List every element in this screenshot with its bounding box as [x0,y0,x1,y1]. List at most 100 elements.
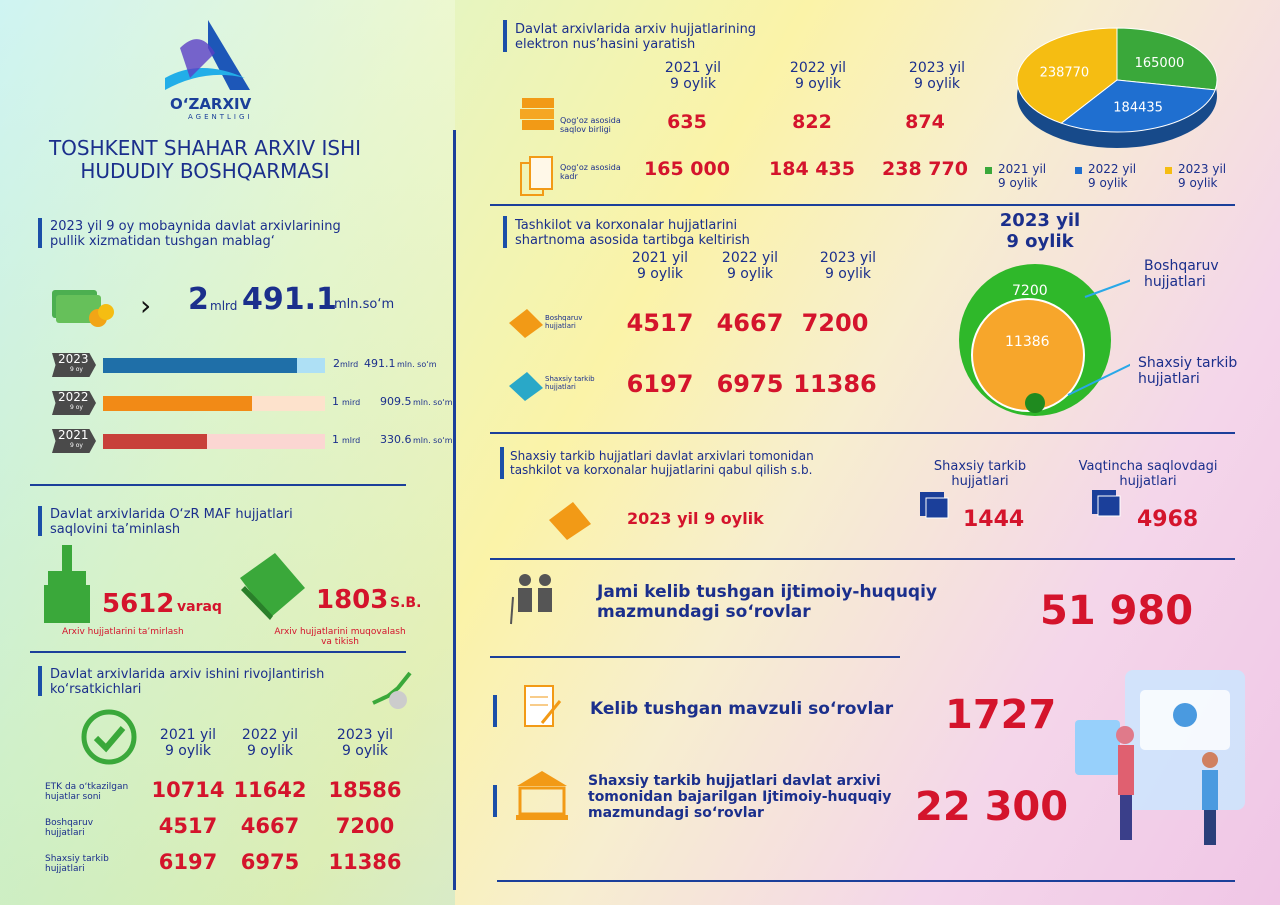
year-badge [52,429,96,453]
amount-mlrd: 1 [332,395,339,408]
shape [44,585,90,623]
shape [539,574,551,586]
column-header: 2022 yil 9 oylik [721,250,779,283]
inner-value: 11386 [1005,334,1050,350]
shape [1097,495,1121,517]
cell-value: 4667 [716,309,784,337]
shape [1118,745,1134,795]
cell-value: 11642 [233,778,307,802]
row-label: Shaxsiy tarkib hujjatlari [545,375,595,392]
request-label: Kelib tushgan mavzuli so‘rovlar [590,699,894,719]
column-header: 2021 yil 9 oylik [664,60,722,93]
shape [509,372,543,401]
shape [98,304,114,320]
row-label: Qog‘oz asosida kadr [560,163,621,182]
inner-label: Shaxsiy tarkib hujjatlari [1138,355,1238,388]
column-header: 2023 yil 9 oylik [819,250,877,283]
check-icon [81,709,137,765]
column-header: 2022 yil 9 oylik [241,727,299,760]
request-value: 1727 [945,692,1057,738]
shape [1120,795,1132,840]
shape [540,700,562,724]
shape [1067,363,1130,396]
amount-mln: 909.5 [380,395,412,408]
cell-value: 635 [667,111,707,133]
shape [516,815,568,820]
row-label: ETK da o‘tkazilgan hujatlar soni [45,782,129,803]
repair-label: Arxiv hujjatlarini ta’mirlash [62,627,184,637]
section-title: Davlat arxivlarida arxiv hujjatlarining … [515,22,757,52]
section-title: Davlat arxivlarida arxiv ishini rivojlan… [50,667,325,697]
binding-value: 1803 [316,585,389,615]
item-value: 4968 [1137,507,1199,532]
logo-text: O‘ZARXIV [170,95,252,113]
row-label: Shaxsiy tarkib hujjatlari [45,854,109,875]
growth-icon [372,671,412,709]
elderly-icon [510,574,552,625]
shape [240,553,305,618]
shape [538,588,552,612]
amount-unit: mln. so‘m [397,360,437,369]
shape [165,68,245,90]
book-stack-icon [520,98,554,130]
acceptance-period: 2023 yil 9 oylik [627,509,764,528]
legend-label: 2021 yil 9 oylik [998,162,1047,190]
section-marker [38,666,42,696]
section-marker [503,20,507,52]
cell-value: 6197 [626,370,694,398]
row-label: Boshqaruv hujjatlari [45,818,94,839]
amount-mln: 330.6 [380,433,412,446]
cell-value: 7200 [801,309,869,337]
shape [62,545,72,573]
shape [529,156,553,190]
total-mlrd: 2 [188,282,209,317]
cell-value: 184 435 [769,158,855,180]
total-mln: 491.1 [242,282,337,317]
brush-icon [44,545,90,623]
separator [497,880,1235,882]
divider [453,130,456,890]
amount-mlrd-unit: mlrd [340,360,359,369]
column-header: 2023 yil 9 oylik [336,727,394,760]
period: 9 oy [70,366,83,373]
shape [180,39,215,78]
book-icon [509,309,543,338]
legend-swatch [1075,167,1082,174]
cell-value: 6975 [240,850,300,874]
section-title: Davlat arxivlarida O‘zR MAF hujjatlari s… [50,507,293,537]
column-header: 2023 yil 9 oylik [908,60,966,93]
cell-value: 11386 [793,370,877,398]
shape [389,691,407,709]
separator [490,204,1235,206]
logo-sub: AGENTLIGI [188,113,253,121]
shape [1204,810,1216,845]
book-icon [509,372,543,401]
shape [1084,279,1130,298]
item-label: Vaqtincha saqlovdagi hujjatlari [1078,459,1218,489]
cell-value: 4517 [626,309,694,337]
legend-label: 2022 yil 9 oylik [1088,162,1137,190]
year-badge [52,353,96,377]
shape [81,709,137,765]
cell-value: 18586 [328,778,402,802]
cell-value: 874 [905,111,945,133]
outer-value: 7200 [1012,283,1048,299]
column-header: 2021 yil 9 oylik [631,250,689,283]
document-icon [520,156,553,196]
legend-label: 2023 yil 9 oylik [1178,162,1227,190]
year: 2023 [58,352,89,366]
binding-label: Arxiv hujjatlarini muqovalash va tikish [274,627,406,648]
shape [510,596,514,625]
shape [971,298,1085,412]
shape [241,586,273,620]
amount-unit: mln. so‘m [413,436,453,445]
request-label: Jami kelib tushgan ijtimoiy-huquqiy mazm… [597,582,938,622]
arrow: › [140,289,152,322]
bar [103,434,207,449]
shape [509,309,543,338]
logo [165,20,250,90]
cell-value: 822 [792,111,832,133]
total-unit: mln.so‘m [334,297,395,312]
cell-value: 10714 [151,778,225,802]
